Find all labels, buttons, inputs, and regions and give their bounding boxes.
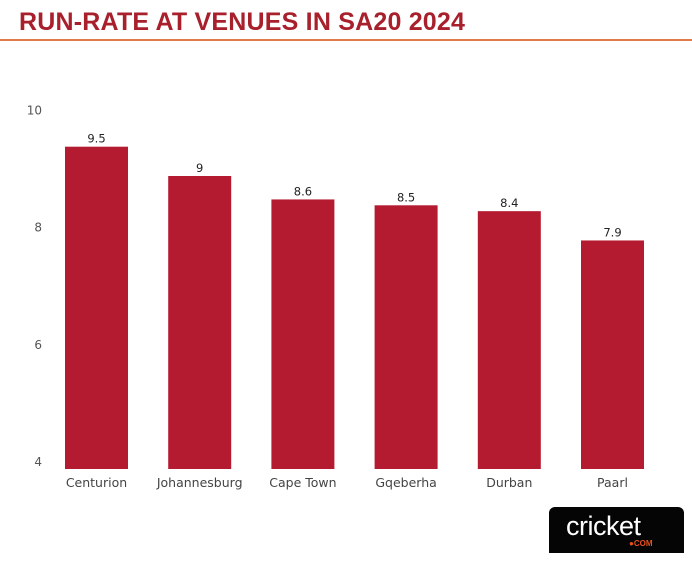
bar-centurion — [65, 146, 128, 469]
data-label: 7.9 — [603, 225, 621, 239]
y-tick-label: 6 — [34, 338, 42, 352]
y-tick-label: 4 — [34, 455, 42, 469]
x-tick-label: Centurion — [66, 475, 127, 490]
x-tick-label: Cape Town — [269, 475, 336, 490]
bar-durban — [477, 211, 541, 469]
x-tick-label: Johannesburg — [156, 475, 243, 490]
y-tick-label: 8 — [34, 221, 42, 235]
bar-paarl — [581, 240, 644, 469]
bars — [65, 146, 644, 470]
bar-gqeberha — [374, 205, 438, 470]
bar-cape-town — [271, 199, 335, 469]
data-labels: 9.5 9 8.6 8.5 8.4 7.9 — [87, 132, 621, 240]
data-label: 8.6 — [294, 184, 312, 198]
data-label: 9 — [196, 161, 203, 175]
data-label: 9.5 — [87, 132, 105, 146]
y-tick-label: 10 — [27, 103, 42, 117]
logo-text: cricket — [566, 511, 641, 541]
page-title: RUN-RATE AT VENUES IN SA20 2024 — [19, 8, 466, 36]
title-underline — [0, 39, 692, 41]
x-axis: Centurion Johannesburg Cape Town Gqeberha Du… — [66, 475, 628, 490]
data-label: 8.4 — [500, 196, 518, 210]
x-tick-label: Gqeberha — [375, 475, 436, 490]
data-label: 8.5 — [397, 190, 415, 204]
y-axis: 4 6 8 10 — [27, 103, 42, 469]
bar-chart: 4 6 8 10 9.5 9 8.6 8.5 8.4 7.9 Centurion Johannes… — [27, 103, 644, 490]
logo-suffix: ●COM — [629, 539, 653, 548]
x-tick-label: Durban — [486, 475, 532, 490]
x-tick-label: Paarl — [597, 475, 628, 490]
cricket-com-logo: cricket ●COM — [549, 507, 684, 553]
bar-johannesburg — [168, 176, 232, 469]
